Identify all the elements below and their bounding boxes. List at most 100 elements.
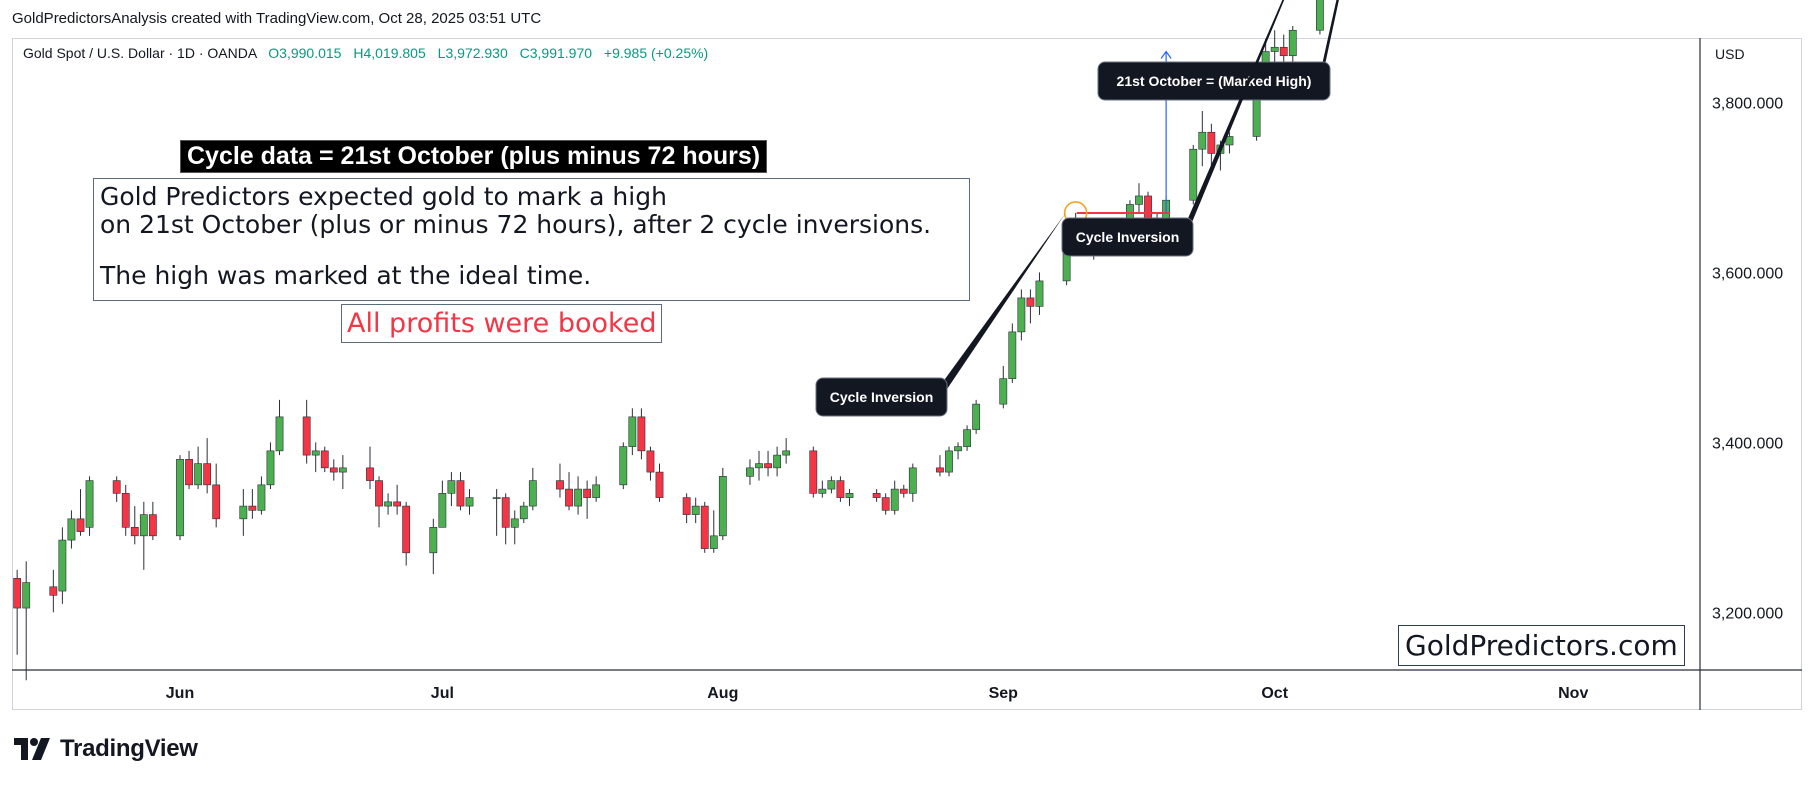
candle[interactable] bbox=[646, 446, 655, 481]
candle[interactable] bbox=[275, 399, 284, 456]
candle[interactable] bbox=[1035, 272, 1044, 315]
candle[interactable] bbox=[899, 484, 908, 498]
candle[interactable] bbox=[628, 408, 637, 456]
candle[interactable] bbox=[691, 497, 700, 524]
candle[interactable] bbox=[574, 476, 582, 515]
candle[interactable] bbox=[890, 480, 899, 515]
candle[interactable] bbox=[311, 442, 320, 473]
candle[interactable] bbox=[176, 455, 184, 541]
candle[interactable] bbox=[827, 476, 836, 494]
candle[interactable] bbox=[1198, 110, 1207, 167]
currency-label[interactable]: USD bbox=[1715, 46, 1745, 62]
candle[interactable] bbox=[700, 501, 709, 553]
candle[interactable] bbox=[1189, 144, 1198, 205]
candle[interactable] bbox=[1135, 183, 1143, 213]
candle[interactable] bbox=[592, 476, 601, 502]
candle[interactable] bbox=[456, 472, 465, 511]
candle[interactable] bbox=[764, 450, 772, 477]
cycle-inversion-callout-2[interactable]: Cycle Inversion bbox=[1061, 0, 1328, 257]
candle[interactable] bbox=[655, 463, 664, 502]
candle[interactable] bbox=[266, 442, 275, 490]
candle[interactable] bbox=[510, 510, 519, 545]
callout-label: Cycle Inversion bbox=[1076, 229, 1180, 245]
candle[interactable] bbox=[402, 501, 411, 566]
candle[interactable] bbox=[1288, 26, 1297, 65]
candle[interactable] bbox=[85, 476, 94, 536]
candle[interactable] bbox=[845, 489, 854, 507]
candle[interactable] bbox=[338, 455, 347, 490]
candle[interactable] bbox=[239, 489, 248, 536]
candle[interactable] bbox=[583, 480, 592, 519]
candle[interactable] bbox=[782, 438, 791, 464]
candle[interactable] bbox=[963, 425, 971, 451]
candle[interactable] bbox=[203, 438, 212, 494]
tradingview-logo[interactable]: TradingView bbox=[14, 735, 198, 763]
candle[interactable] bbox=[945, 446, 953, 477]
annotation-overlay: 21st October = (Marked High) Cycle Invers… bbox=[815, 0, 1416, 417]
candle[interactable] bbox=[447, 472, 456, 507]
candle[interactable] bbox=[67, 510, 76, 549]
candle[interactable] bbox=[121, 484, 130, 536]
candle[interactable] bbox=[818, 480, 827, 498]
candle[interactable] bbox=[248, 489, 257, 519]
candle[interactable] bbox=[908, 463, 917, 502]
candle[interactable] bbox=[556, 463, 564, 498]
candle[interactable] bbox=[194, 446, 202, 490]
marked-high-callout[interactable]: 21st October = (Marked High) bbox=[1097, 0, 1416, 101]
candle[interactable] bbox=[429, 518, 438, 575]
candle[interactable] bbox=[755, 450, 763, 481]
candle[interactable] bbox=[501, 493, 510, 545]
candle[interactable] bbox=[872, 489, 881, 502]
candle[interactable] bbox=[22, 561, 31, 681]
candle[interactable] bbox=[709, 510, 718, 553]
candle-body bbox=[519, 505, 528, 520]
candle[interactable] bbox=[746, 459, 754, 485]
cycle-inversion-callout-1[interactable]: Cycle Inversion bbox=[815, 212, 1066, 417]
candle[interactable] bbox=[13, 569, 22, 655]
candle[interactable] bbox=[148, 501, 157, 541]
candle[interactable] bbox=[320, 446, 329, 473]
symbol-name[interactable]: Gold Spot / U.S. Dollar · 1D · OANDA bbox=[23, 45, 257, 61]
candle[interactable] bbox=[1026, 289, 1035, 324]
candle[interactable] bbox=[139, 501, 148, 570]
candle[interactable] bbox=[302, 399, 311, 464]
candle[interactable] bbox=[384, 493, 392, 515]
candle[interactable] bbox=[58, 527, 67, 604]
candle[interactable] bbox=[1017, 289, 1026, 341]
candle[interactable] bbox=[76, 489, 85, 536]
candle[interactable] bbox=[375, 476, 383, 528]
candle[interactable] bbox=[954, 442, 962, 460]
candle[interactable] bbox=[257, 476, 266, 515]
candle[interactable] bbox=[936, 455, 944, 477]
candle[interactable] bbox=[682, 493, 691, 524]
candle[interactable] bbox=[329, 459, 338, 481]
candle[interactable] bbox=[185, 450, 193, 490]
candle[interactable] bbox=[519, 501, 528, 524]
candle[interactable] bbox=[836, 476, 845, 502]
candle[interactable] bbox=[465, 489, 474, 515]
candle[interactable] bbox=[1008, 323, 1017, 383]
candle[interactable] bbox=[492, 489, 501, 536]
candle[interactable] bbox=[438, 480, 447, 528]
candle[interactable] bbox=[565, 472, 573, 511]
candle[interactable] bbox=[366, 446, 374, 490]
candle-body bbox=[139, 514, 148, 537]
candle[interactable] bbox=[212, 463, 221, 528]
candle[interactable] bbox=[1316, 0, 1324, 35]
candle[interactable] bbox=[130, 506, 139, 545]
candle[interactable] bbox=[881, 493, 890, 515]
candle[interactable] bbox=[637, 408, 646, 460]
candle[interactable] bbox=[773, 446, 782, 477]
candle[interactable] bbox=[972, 399, 981, 434]
candle[interactable] bbox=[49, 569, 58, 613]
candle[interactable] bbox=[528, 467, 537, 511]
candle[interactable] bbox=[718, 467, 727, 541]
candle[interactable] bbox=[1207, 123, 1216, 171]
candle[interactable] bbox=[619, 442, 628, 490]
candle[interactable] bbox=[393, 484, 402, 515]
candle[interactable] bbox=[809, 446, 818, 498]
candle[interactable] bbox=[112, 476, 121, 502]
candle[interactable] bbox=[999, 365, 1008, 409]
candle[interactable] bbox=[1225, 132, 1234, 154]
